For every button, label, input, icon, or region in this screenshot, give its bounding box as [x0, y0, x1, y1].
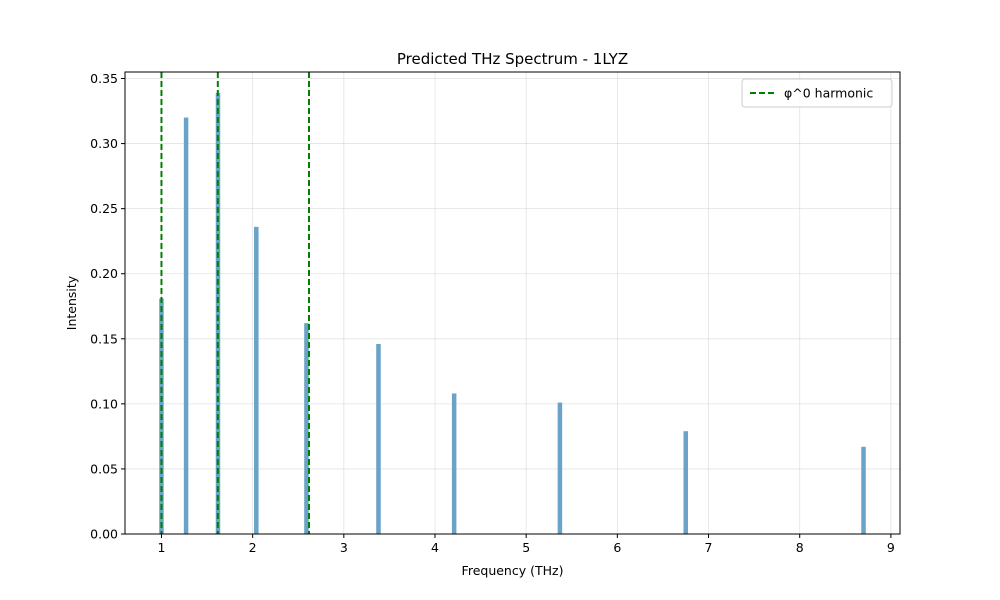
spectrum-bar	[861, 446, 866, 534]
legend-harmonic-label: φ^0 harmonic	[784, 86, 873, 101]
x-tick-label: 6	[613, 540, 621, 555]
chart-title: Predicted THz Spectrum - 1LYZ	[397, 50, 628, 68]
y-tick-label: 0.25	[90, 201, 118, 216]
y-tick-label: 0.15	[90, 331, 118, 346]
harmonic-lines	[160, 72, 310, 534]
y-tick-label: 0.30	[90, 136, 118, 151]
x-tick-label: 1	[157, 540, 165, 555]
spectrum-bar	[683, 431, 688, 534]
legend: φ^0 harmonic	[741, 78, 893, 108]
spectrum-bar	[451, 393, 457, 534]
y-axis-label: Intensity	[64, 275, 79, 330]
x-axis-ticks: 1 2 3 4 5 6 7 8 9	[157, 534, 895, 555]
y-tick-label: 0.05	[90, 461, 118, 476]
y-tick-label: 0.10	[90, 396, 118, 411]
y-tick-label: 0.35	[90, 71, 118, 86]
spectrum-bar	[304, 323, 309, 534]
x-tick-label: 4	[431, 540, 439, 555]
legend-box	[741, 78, 893, 108]
spectrum-bar	[254, 226, 259, 534]
spectrum-bar	[557, 402, 563, 534]
spectrum-bar	[376, 343, 381, 534]
plot-frame	[124, 71, 901, 535]
y-tick-label: 0.00	[90, 527, 118, 542]
x-tick-label: 7	[705, 540, 713, 555]
x-tick-label: 8	[796, 540, 804, 555]
y-tick-label: 0.20	[90, 266, 118, 281]
x-tick-label: 3	[340, 540, 348, 555]
spectrum-bar	[215, 92, 221, 534]
spectrum-bar	[183, 117, 189, 535]
y-axis-ticks: 0.00 0.05 0.10 0.15 0.20 0.25 0.30 0.35	[90, 71, 125, 542]
x-tick-label: 5	[522, 540, 530, 555]
x-axis-label: Frequency (THz)	[462, 563, 564, 578]
x-tick-label: 9	[887, 540, 895, 555]
x-tick-label: 2	[249, 540, 257, 555]
